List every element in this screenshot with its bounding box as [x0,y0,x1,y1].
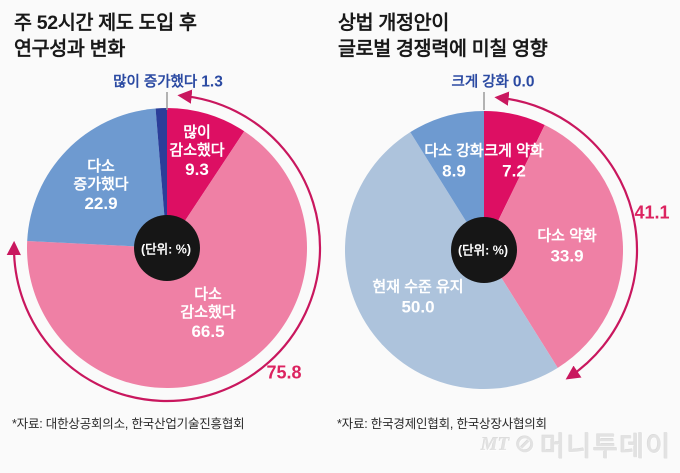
callout-greatly-strengthen: 크게 강화 0.0 [452,71,535,92]
arc-total-decreased: 75.8 [266,362,302,383]
slice-label-decreased-a-lot: 많이 감소했다 9.3 [169,123,225,180]
callout-label: 많이 증가했다 [113,74,198,91]
moneytoday-logo-icon: ⊘ [514,430,536,458]
slice-label-maintain-current-level: 현재 수준 유지 50.0 [372,278,464,317]
unit-note-right: (단위: %) [457,243,509,258]
slice-label-increased-somewhat: 다소 증가했다 22.9 [73,157,129,214]
source-left: *자료: 대한상공회의소, 한국산업기술진흥협회 [12,417,245,431]
arc-total-weakened: 41.1 [634,202,670,223]
mt-logo-text: MT [480,433,510,455]
pie-1-slice-3 [410,111,484,250]
pie-1-span-arrow [494,91,639,380]
moneytoday-logo-name: 머니투데이 [540,432,672,462]
pie-0-span-arrow [6,89,322,403]
slice-label-somewhat-strengthen: 다소 강화 8.9 [424,142,484,181]
slice-label-greatly-weaken: 크게 약화 7.2 [484,142,544,181]
slice-label-decreased-somewhat: 다소 감소했다 66.5 [180,285,236,342]
slice-label-somewhat-weaken: 다소 약화 33.9 [537,227,597,266]
chart-title-left: 주 52시간 제도 도입 후 연구성과 변화 [14,12,197,61]
callout-value: 1.3 [201,73,223,91]
callout-label: 크게 강화 [451,74,509,91]
callout-increased-a-lot: 많이 증가했다 1.3 [113,71,223,92]
source-right: *자료: 한국경제인협회, 한국상장사협의회 [337,417,547,431]
callout-value: 0.0 [512,73,535,91]
moneytoday-watermark: MT ⊘ 머니투데이 [481,425,672,464]
chart-title-right: 상법 개정안이 글로벌 경쟁력에 미칠 영향 [338,12,548,61]
unit-note-left: (단위: %) [140,242,192,257]
